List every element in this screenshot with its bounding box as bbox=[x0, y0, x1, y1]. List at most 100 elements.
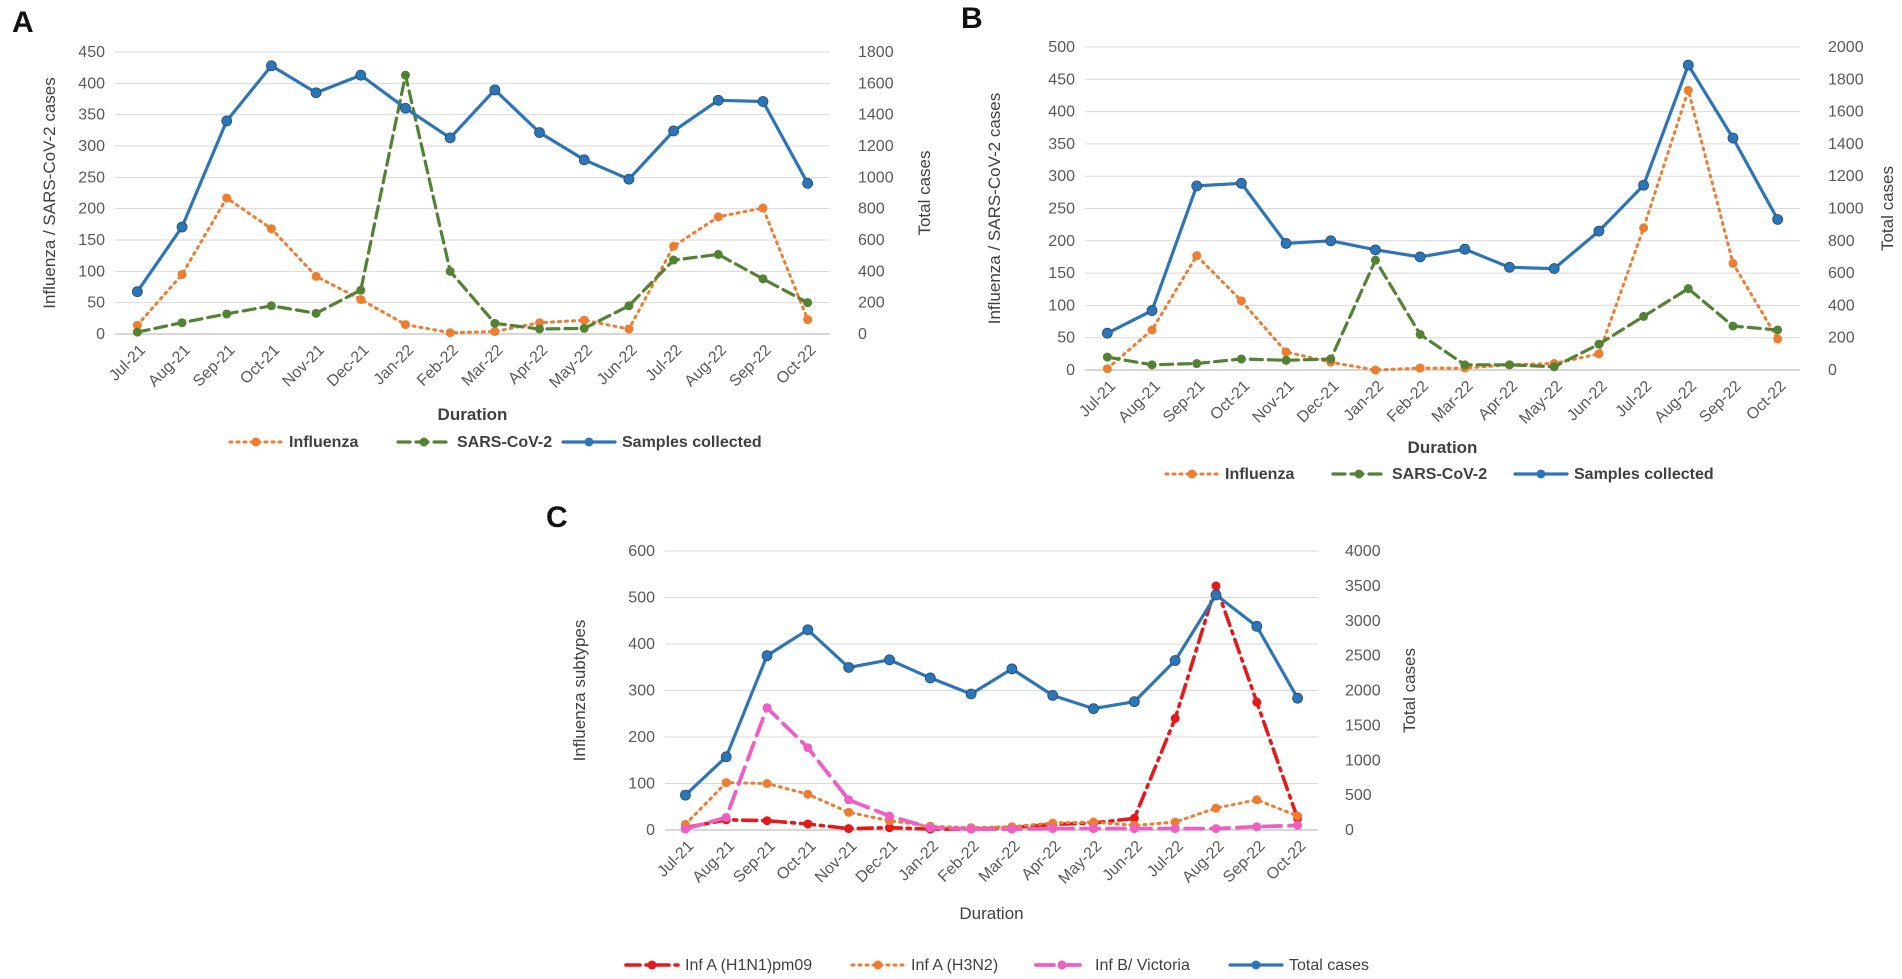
data-point-samples-collected bbox=[1370, 244, 1381, 256]
x-tick-label: Oct-22 bbox=[773, 342, 819, 388]
x-tick-label: Jul-21 bbox=[1076, 378, 1119, 421]
y-right-tick-label: 2000 bbox=[1345, 683, 1381, 700]
data-point-inf-a-h1n1-pm09 bbox=[1252, 697, 1262, 707]
data-point-samples-collected bbox=[221, 115, 233, 127]
x-tick-label: May-22 bbox=[1516, 378, 1566, 428]
panel-a-chart: 0 50 100 150 200 250 300 350 400 450 0 200 400 600 800… bbox=[40, 44, 934, 451]
y-left-tick-label: 150 bbox=[1048, 265, 1075, 282]
data-point-inf-b-victoria bbox=[844, 795, 854, 805]
data-point-sars-cov-2 bbox=[1549, 362, 1559, 372]
x-tick-label: Mar-22 bbox=[1429, 378, 1477, 426]
y-right-tick-label: 1000 bbox=[1345, 752, 1381, 769]
y-right-tick-label: 2500 bbox=[1345, 648, 1381, 665]
legend-marker bbox=[1057, 960, 1067, 970]
data-point-total-cases bbox=[884, 654, 895, 666]
data-point-influenza bbox=[1683, 85, 1693, 95]
legend-label-sars-cov-2: SARS-CoV-2 bbox=[1392, 466, 1487, 483]
y-right-tick-label: 800 bbox=[1828, 233, 1855, 250]
data-point-inf-b-victoria bbox=[1129, 824, 1139, 834]
data-point-inf-a-h1n1-pm09 bbox=[762, 816, 772, 826]
y-right-tick-label: 0 bbox=[858, 326, 867, 343]
data-point-inf-a-h3n2 bbox=[762, 779, 772, 788]
y-right-tick-label: 1400 bbox=[1828, 136, 1864, 153]
series-line-sars-cov-2 bbox=[1105, 258, 1780, 369]
data-point-inf-b-victoria bbox=[1007, 824, 1017, 834]
data-point-samples-collected bbox=[444, 132, 456, 144]
y-right-tick-label: 1800 bbox=[858, 44, 894, 61]
y-right-tick-label: 1200 bbox=[858, 138, 894, 155]
data-point-inf-a-h3n2 bbox=[721, 778, 731, 788]
y-right-tick-label: 0 bbox=[1345, 822, 1354, 839]
y-right-tick-label: 400 bbox=[1828, 297, 1855, 314]
panel-letter-b: B bbox=[961, 2, 983, 35]
y-left-tick-label: 300 bbox=[78, 138, 105, 155]
y-left-tick-label: 300 bbox=[1048, 168, 1075, 185]
y-left-tick-label: 250 bbox=[78, 169, 105, 186]
y-right-tick-label: 0 bbox=[1828, 362, 1837, 379]
y-right-tick-label: 600 bbox=[858, 232, 885, 249]
y-right-tick-label: 1000 bbox=[858, 169, 894, 186]
data-point-samples-collected bbox=[176, 221, 188, 233]
data-point-sars-cov-2 bbox=[266, 301, 276, 311]
data-point-influenza bbox=[579, 315, 589, 325]
data-point-sars-cov-2 bbox=[535, 324, 545, 334]
data-point-sars-cov-2 bbox=[311, 308, 321, 318]
data-point-influenza bbox=[1415, 363, 1425, 373]
x-tick-label: Aug-22 bbox=[682, 342, 731, 391]
y-right-tick-label: 600 bbox=[1828, 265, 1855, 282]
data-point-total-cases bbox=[1128, 696, 1140, 708]
y-left-tick-label: 450 bbox=[78, 44, 105, 61]
y-left-tick-label: 450 bbox=[1048, 71, 1075, 88]
x-tick-label: Oct-21 bbox=[774, 838, 820, 884]
data-point-total-cases bbox=[1251, 620, 1263, 632]
data-point-sars-cov-2 bbox=[1415, 329, 1425, 339]
data-point-samples-collected bbox=[1414, 251, 1426, 263]
x-tick-label: Oct-22 bbox=[1263, 838, 1309, 884]
data-point-influenza bbox=[222, 193, 232, 203]
x-tick-label: Sep-22 bbox=[726, 342, 775, 391]
data-point-influenza bbox=[713, 212, 723, 222]
x-tick-label: Sep-22 bbox=[1220, 838, 1269, 887]
y-right-tick-label: 200 bbox=[858, 295, 885, 312]
x-axis-title: Duration bbox=[438, 405, 508, 424]
y-right-tick-label: 4000 bbox=[1345, 543, 1381, 560]
x-tick-label: Aug-22 bbox=[1652, 378, 1701, 427]
data-point-influenza bbox=[1281, 347, 1291, 357]
y-right-tick-label: 400 bbox=[858, 263, 885, 280]
data-point-total-cases bbox=[1006, 663, 1018, 675]
data-point-sars-cov-2 bbox=[1281, 355, 1291, 365]
data-point-samples-collected bbox=[534, 127, 545, 138]
data-point-total-cases bbox=[965, 688, 977, 700]
legend-label-inf-a-h1n1-pm09: Inf A (H1N1)pm09 bbox=[685, 957, 812, 974]
x-tick-label: Dec-21 bbox=[1294, 378, 1343, 427]
data-point-samples-collected bbox=[1325, 235, 1337, 247]
x-tick-label: Feb-22 bbox=[414, 342, 462, 390]
x-tick-label: Aug-22 bbox=[1179, 838, 1228, 887]
data-point-influenza bbox=[490, 326, 500, 336]
x-tick-label: May-22 bbox=[546, 342, 596, 392]
panel-letter-a: A bbox=[12, 6, 34, 39]
panel-letter-c: C bbox=[546, 501, 568, 534]
data-point-sars-cov-2 bbox=[1773, 325, 1783, 335]
x-tick-label: Sep-22 bbox=[1696, 378, 1745, 427]
y-left-axis-title: Influenza subtypes bbox=[570, 620, 589, 762]
y-right-tick-label: 500 bbox=[1345, 787, 1372, 804]
series-line-samples-collected bbox=[135, 64, 810, 294]
x-tick-label: Feb-22 bbox=[935, 838, 983, 886]
legend-label-influenza: Influenza bbox=[1225, 466, 1294, 483]
x-axis-title: Duration bbox=[959, 904, 1023, 923]
legend-marker bbox=[647, 960, 657, 970]
y-right-tick-label: 1500 bbox=[1345, 717, 1381, 734]
data-point-sars-cov-2 bbox=[356, 285, 366, 295]
data-point-samples-collected bbox=[1548, 263, 1560, 274]
data-point-inf-b-victoria bbox=[1211, 824, 1221, 834]
data-point-influenza bbox=[1773, 334, 1783, 344]
data-point-total-cases bbox=[1169, 655, 1181, 666]
data-point-total-cases bbox=[720, 751, 732, 763]
y-right-tick-label: 1800 bbox=[1828, 71, 1864, 88]
data-point-inf-b-victoria bbox=[1089, 824, 1099, 834]
data-point-samples-collected bbox=[1727, 132, 1739, 144]
y-left-tick-label: 100 bbox=[1048, 297, 1075, 314]
data-point-inf-a-h3n2 bbox=[1170, 817, 1180, 827]
x-tick-label: Sep-21 bbox=[190, 342, 239, 391]
